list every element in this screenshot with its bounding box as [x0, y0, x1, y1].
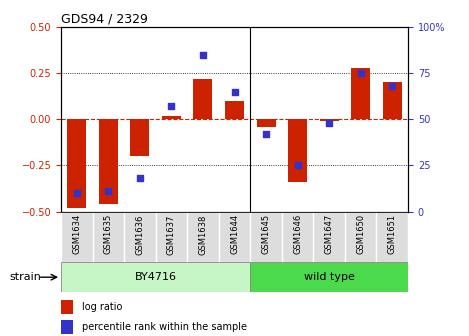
FancyBboxPatch shape [61, 212, 92, 262]
Bar [67, 119, 86, 208]
Text: log ratio: log ratio [82, 302, 122, 311]
Bar [288, 119, 307, 182]
Bar [257, 119, 275, 127]
Bar [225, 101, 244, 119]
Bar [61, 300, 73, 314]
Text: GSM1635: GSM1635 [104, 214, 113, 254]
Text: GSM1637: GSM1637 [167, 214, 176, 255]
Text: GSM1645: GSM1645 [262, 214, 271, 254]
FancyBboxPatch shape [377, 212, 408, 262]
Text: GSM1634: GSM1634 [72, 214, 81, 254]
Text: GSM1650: GSM1650 [356, 214, 365, 254]
Text: GSM1647: GSM1647 [325, 214, 333, 254]
FancyBboxPatch shape [345, 212, 377, 262]
Text: GSM1646: GSM1646 [293, 214, 302, 254]
Text: GSM1644: GSM1644 [230, 214, 239, 254]
Point [262, 131, 270, 137]
Bar [194, 79, 212, 119]
Text: GSM1636: GSM1636 [136, 214, 144, 255]
Bar [383, 82, 402, 119]
Point [357, 71, 364, 76]
Bar [61, 320, 73, 334]
Text: GSM1638: GSM1638 [198, 214, 207, 255]
Bar [99, 119, 118, 204]
Point [325, 120, 333, 126]
Point [388, 83, 396, 89]
FancyBboxPatch shape [61, 262, 250, 292]
FancyBboxPatch shape [219, 212, 250, 262]
Bar [130, 119, 149, 156]
Text: GSM1651: GSM1651 [388, 214, 397, 254]
FancyBboxPatch shape [313, 212, 345, 262]
FancyBboxPatch shape [282, 212, 313, 262]
Bar [320, 119, 339, 121]
Point [231, 89, 238, 94]
FancyBboxPatch shape [250, 262, 408, 292]
Point [199, 52, 207, 57]
FancyBboxPatch shape [187, 212, 219, 262]
Text: BY4716: BY4716 [135, 272, 177, 282]
Point [136, 176, 144, 181]
Text: GDS94 / 2329: GDS94 / 2329 [61, 13, 148, 26]
Point [167, 104, 175, 109]
Text: strain: strain [9, 272, 41, 282]
Text: wild type: wild type [304, 272, 355, 282]
FancyBboxPatch shape [92, 212, 124, 262]
FancyBboxPatch shape [124, 212, 156, 262]
Point [73, 191, 81, 196]
Bar [351, 68, 370, 119]
Text: percentile rank within the sample: percentile rank within the sample [82, 322, 247, 332]
FancyBboxPatch shape [156, 212, 187, 262]
FancyBboxPatch shape [250, 212, 282, 262]
Point [105, 189, 112, 194]
Bar [162, 116, 181, 119]
Point [294, 163, 302, 168]
